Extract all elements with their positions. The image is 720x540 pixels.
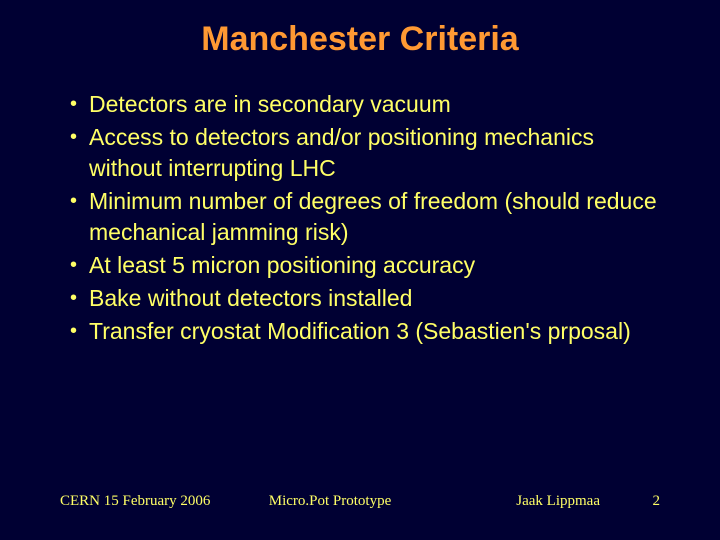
list-item: • Access to detectors and/or positioning… bbox=[70, 122, 670, 184]
bullet-icon: • bbox=[70, 316, 89, 347]
footer-title: Micro.Pot Prototype bbox=[240, 493, 420, 510]
list-item: • Minimum number of degrees of freedom (… bbox=[70, 186, 670, 248]
list-item: • Transfer cryostat Modification 3 (Seba… bbox=[70, 316, 670, 347]
bullet-text: At least 5 micron positioning accuracy bbox=[89, 250, 670, 281]
bullet-icon: • bbox=[70, 283, 89, 314]
bullet-text: Detectors are in secondary vacuum bbox=[89, 89, 670, 120]
bullet-text: Transfer cryostat Modification 3 (Sebast… bbox=[89, 316, 670, 347]
slide-body: • Detectors are in secondary vacuum • Ac… bbox=[50, 89, 670, 483]
slide: Manchester Criteria • Detectors are in s… bbox=[0, 0, 720, 540]
list-item: • At least 5 micron positioning accuracy bbox=[70, 250, 670, 281]
list-item: • Detectors are in secondary vacuum bbox=[70, 89, 670, 120]
slide-title: Manchester Criteria bbox=[50, 20, 670, 59]
footer-date: CERN 15 February 2006 bbox=[60, 493, 240, 510]
bullet-icon: • bbox=[70, 250, 89, 281]
bullet-text: Minimum number of degrees of freedom (sh… bbox=[89, 186, 670, 248]
bullet-icon: • bbox=[70, 89, 89, 120]
list-item: • Bake without detectors installed bbox=[70, 283, 670, 314]
bullet-text: Bake without detectors installed bbox=[89, 283, 670, 314]
footer-author: Jaak Lippmaa bbox=[420, 493, 640, 510]
bullet-text: Access to detectors and/or positioning m… bbox=[89, 122, 670, 184]
bullet-icon: • bbox=[70, 122, 89, 184]
bullet-icon: • bbox=[70, 186, 89, 248]
slide-footer: CERN 15 February 2006 Micro.Pot Prototyp… bbox=[50, 493, 670, 510]
footer-page-number: 2 bbox=[640, 493, 660, 510]
